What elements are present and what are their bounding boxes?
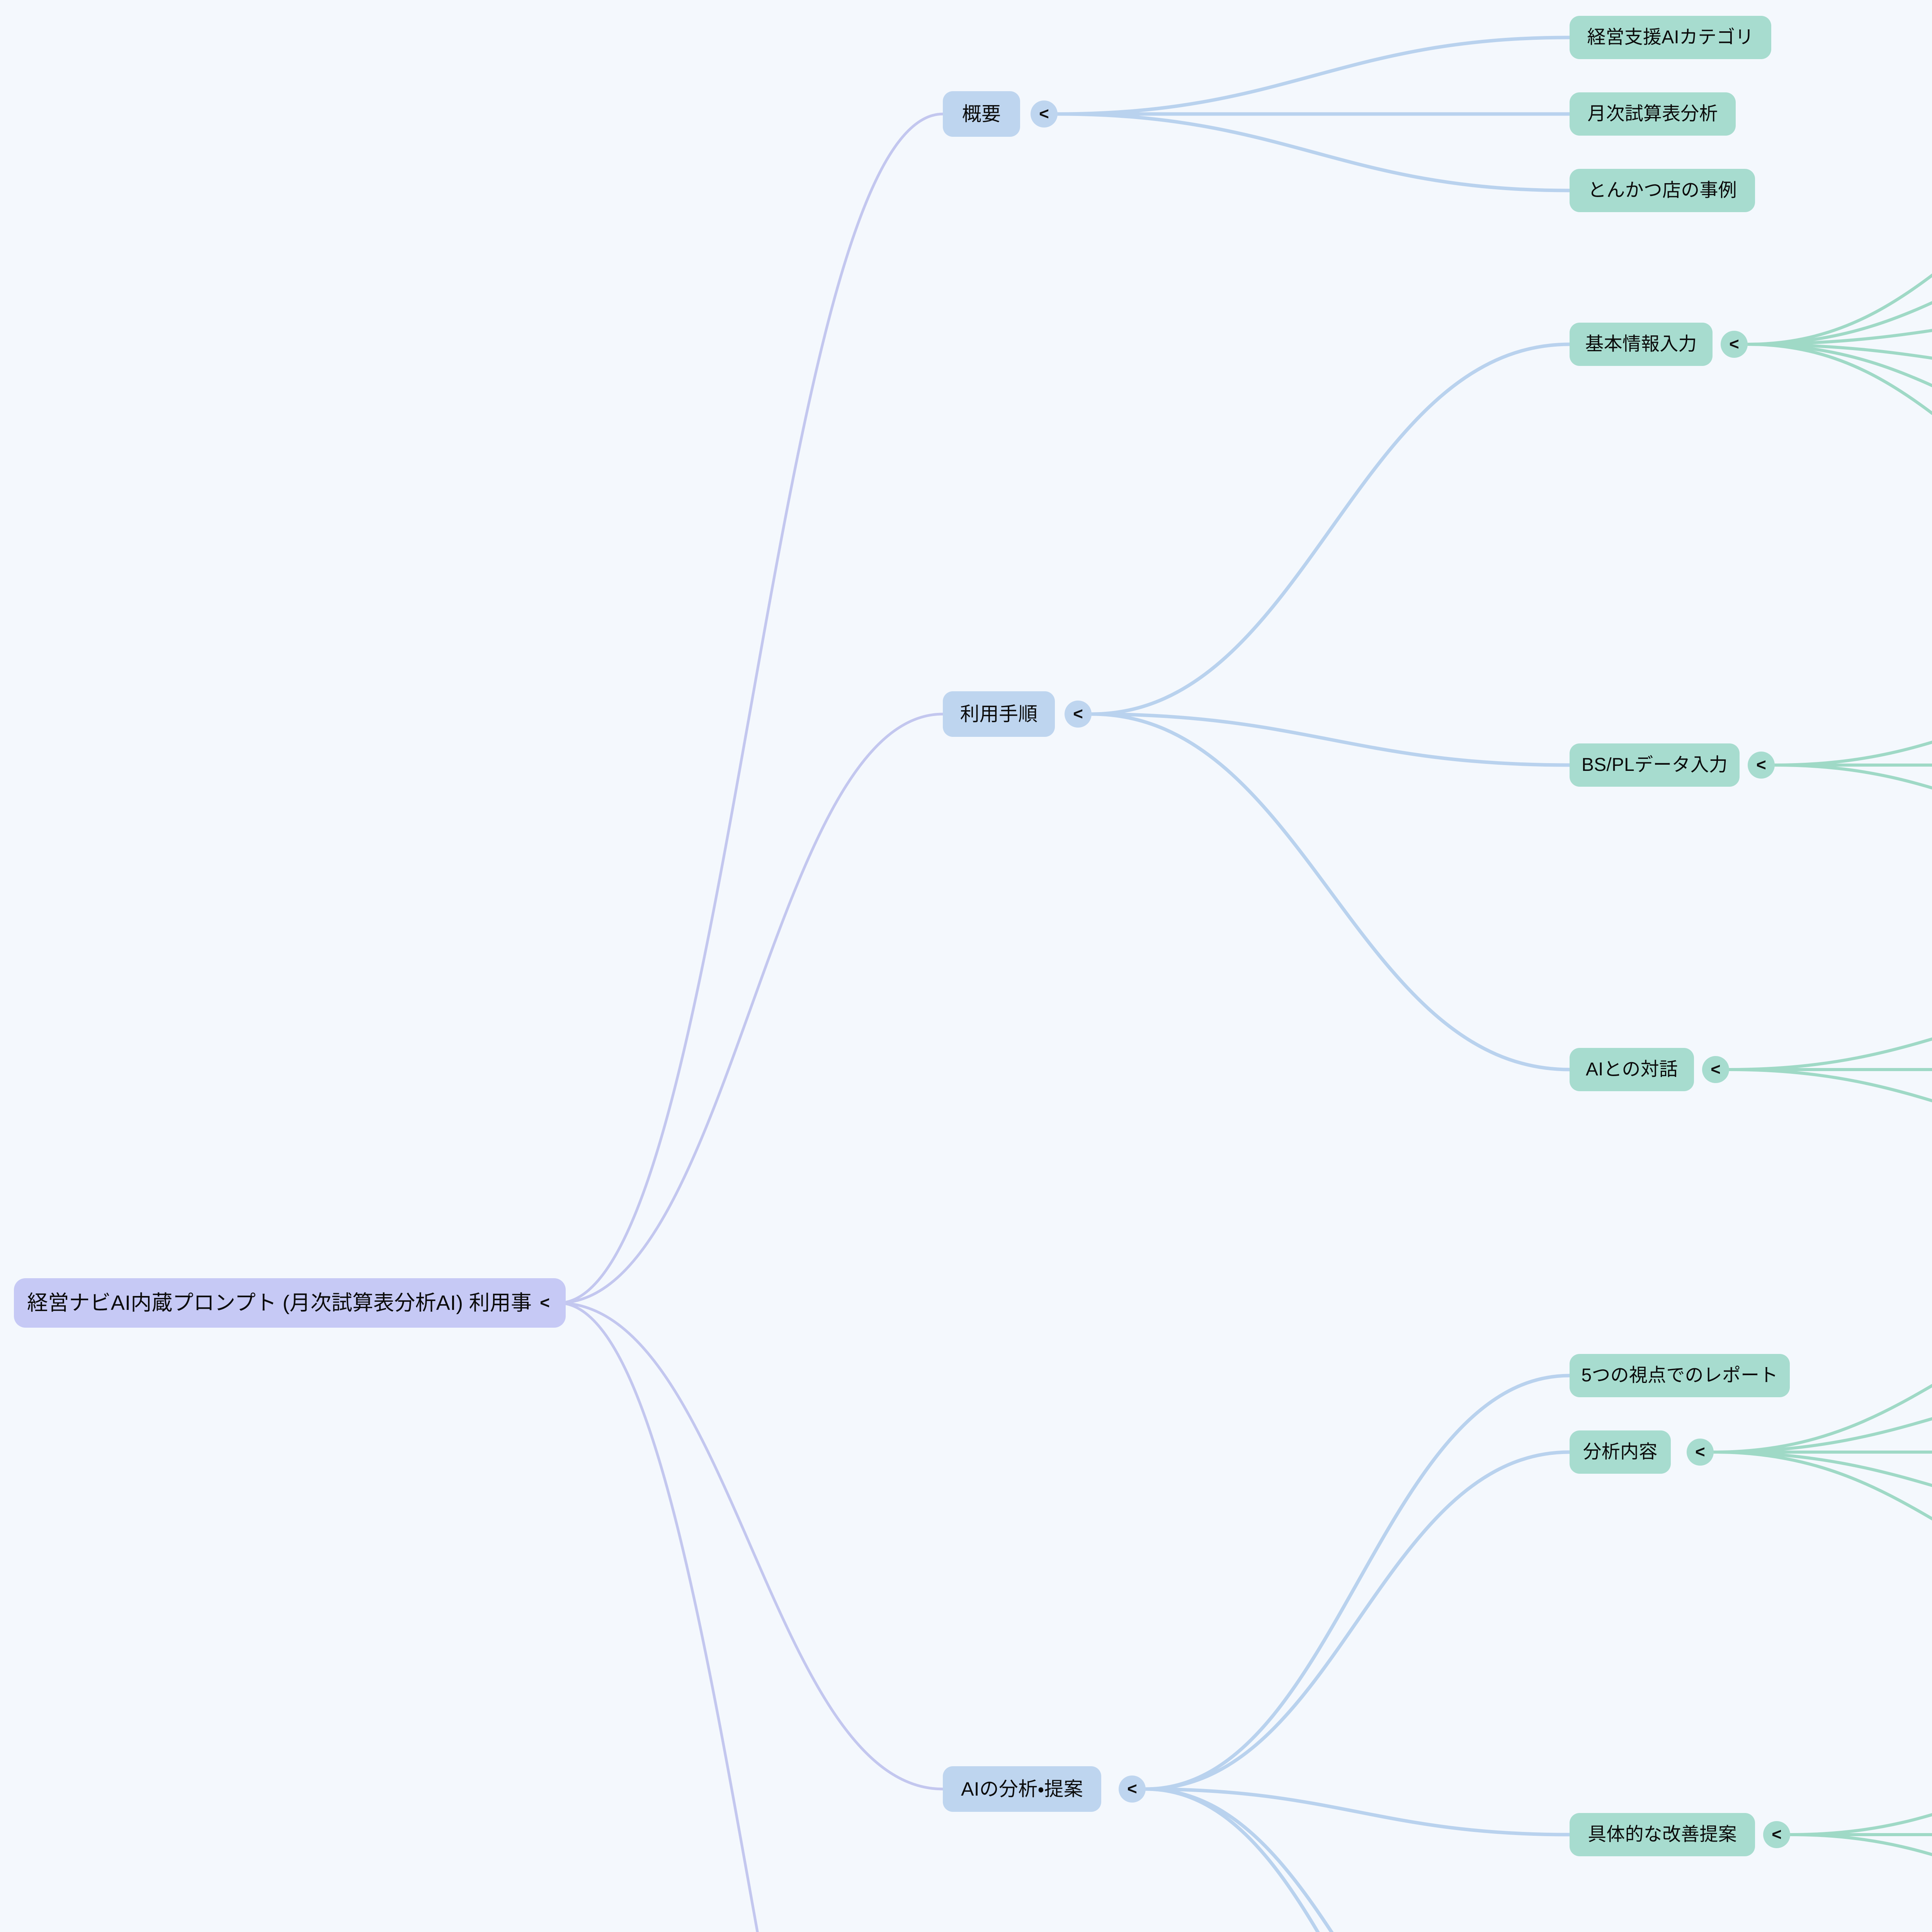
mindmap-node-月次試算表分析[interactable]: 月次試算表分析: [1570, 92, 1736, 136]
collapse-chevron-icon[interactable]: <: [1065, 701, 1092, 728]
node-label: 経営ナビAI内蔵プロンプト (月次試算表分析AI) 利用事例: [27, 1291, 553, 1315]
mindmap-edge: [1746, 329, 1932, 346]
mindmap-edge: [1712, 1451, 1932, 1487]
mindmap-node-bs-plデータ入力[interactable]: BS/PLデータ入力: [1570, 743, 1740, 787]
mindmap-edge: [1090, 712, 1571, 767]
node-label: 具体的な改善提案: [1588, 1824, 1737, 1845]
node-label: 月次試算表分析: [1587, 104, 1718, 124]
mindmap-edge: [1144, 1787, 1320, 1932]
mindmap-edge: [557, 1301, 944, 1791]
mindmap-edge: [1712, 1451, 1932, 1521]
node-label: AIとの対話: [1585, 1059, 1678, 1080]
mindmap-edge: [1746, 301, 1932, 346]
collapse-chevron-icon[interactable]: <: [1702, 1056, 1729, 1083]
node-label: 経営支援AIカテゴリ: [1587, 27, 1754, 48]
node-label: 5つの視点でのレポート: [1581, 1365, 1778, 1386]
mindmap-edge: [1056, 112, 1571, 192]
collapse-chevron-icon[interactable]: <: [1721, 331, 1748, 358]
mindmap-edge: [557, 1301, 759, 1932]
node-label: 利用手順: [960, 703, 1038, 725]
root-node-経営ナビai内蔵プロンプト-月次試算表分析ai-利用事例[interactable]: 経営ナビAI内蔵プロンプト (月次試算表分析AI) 利用事例: [14, 1278, 566, 1328]
mindmap-edge: [1746, 343, 1932, 415]
collapse-chevron-icon[interactable]: <: [1687, 1439, 1714, 1466]
mindmap-edge: [557, 713, 944, 1304]
mindmap-edge: [557, 112, 944, 1304]
mindmap-edge: [1728, 1037, 1932, 1071]
mindmap-edge: [1746, 343, 1932, 388]
mindmap-node-aiとの対話[interactable]: AIとの対話: [1570, 1048, 1694, 1091]
collapse-chevron-icon[interactable]: <: [1031, 100, 1058, 128]
mindmap-node-利用手順[interactable]: 利用手順: [943, 691, 1055, 737]
collapse-chevron-icon[interactable]: <: [1119, 1776, 1146, 1803]
mindmap-edge: [1746, 343, 1932, 360]
node-label: BS/PLデータ入力: [1581, 755, 1728, 775]
mindmap-edge: [1789, 1813, 1932, 1836]
mindmap-edge: [1144, 1787, 1571, 1837]
mindmap-edge: [1773, 764, 1932, 790]
mindmap-edge: [1144, 1374, 1571, 1791]
mindmap-node-具体的な改善提案[interactable]: 具体的な改善提案: [1570, 1813, 1755, 1856]
collapse-chevron-icon[interactable]: <: [1763, 1821, 1790, 1848]
mindmap-edge: [1773, 740, 1932, 767]
mindmap-edge: [1746, 273, 1932, 346]
mindmap-node-概要[interactable]: 概要: [943, 91, 1020, 137]
mindmap-edge: [1090, 342, 1571, 716]
node-label: 分析内容: [1583, 1442, 1658, 1462]
mindmap-node-経営支援aiカテゴリ[interactable]: 経営支援AIカテゴリ: [1570, 16, 1771, 59]
node-label: AIの分析・提案: [961, 1778, 1083, 1800]
mindmap-edge: [1144, 1450, 1571, 1791]
mindmap-node-とんかつ店の事例[interactable]: とんかつ店の事例: [1570, 169, 1755, 212]
mindmap-edge: [1056, 36, 1571, 116]
mindmap-edge: [1728, 1068, 1932, 1102]
collapse-chevron-icon[interactable]: <: [531, 1289, 558, 1316]
node-label: 概要: [962, 103, 1001, 125]
mindmap-edge: [1090, 712, 1571, 1071]
mindmap-node-aiの分析・提案[interactable]: AIの分析・提案: [943, 1766, 1101, 1812]
mindmap-node-分析内容[interactable]: 分析内容: [1570, 1430, 1671, 1474]
mindmap-node-基本情報入力[interactable]: 基本情報入力: [1570, 323, 1713, 366]
collapse-chevron-icon[interactable]: <: [1748, 752, 1775, 779]
mindmap-edge: [1789, 1833, 1932, 1856]
node-label: とんかつ店の事例: [1588, 180, 1737, 201]
mindmap-node-5つの視点でのレポート[interactable]: 5つの視点でのレポート: [1570, 1354, 1790, 1397]
mindmap-edge: [1144, 1787, 1334, 1932]
node-label: 基本情報入力: [1585, 334, 1697, 354]
